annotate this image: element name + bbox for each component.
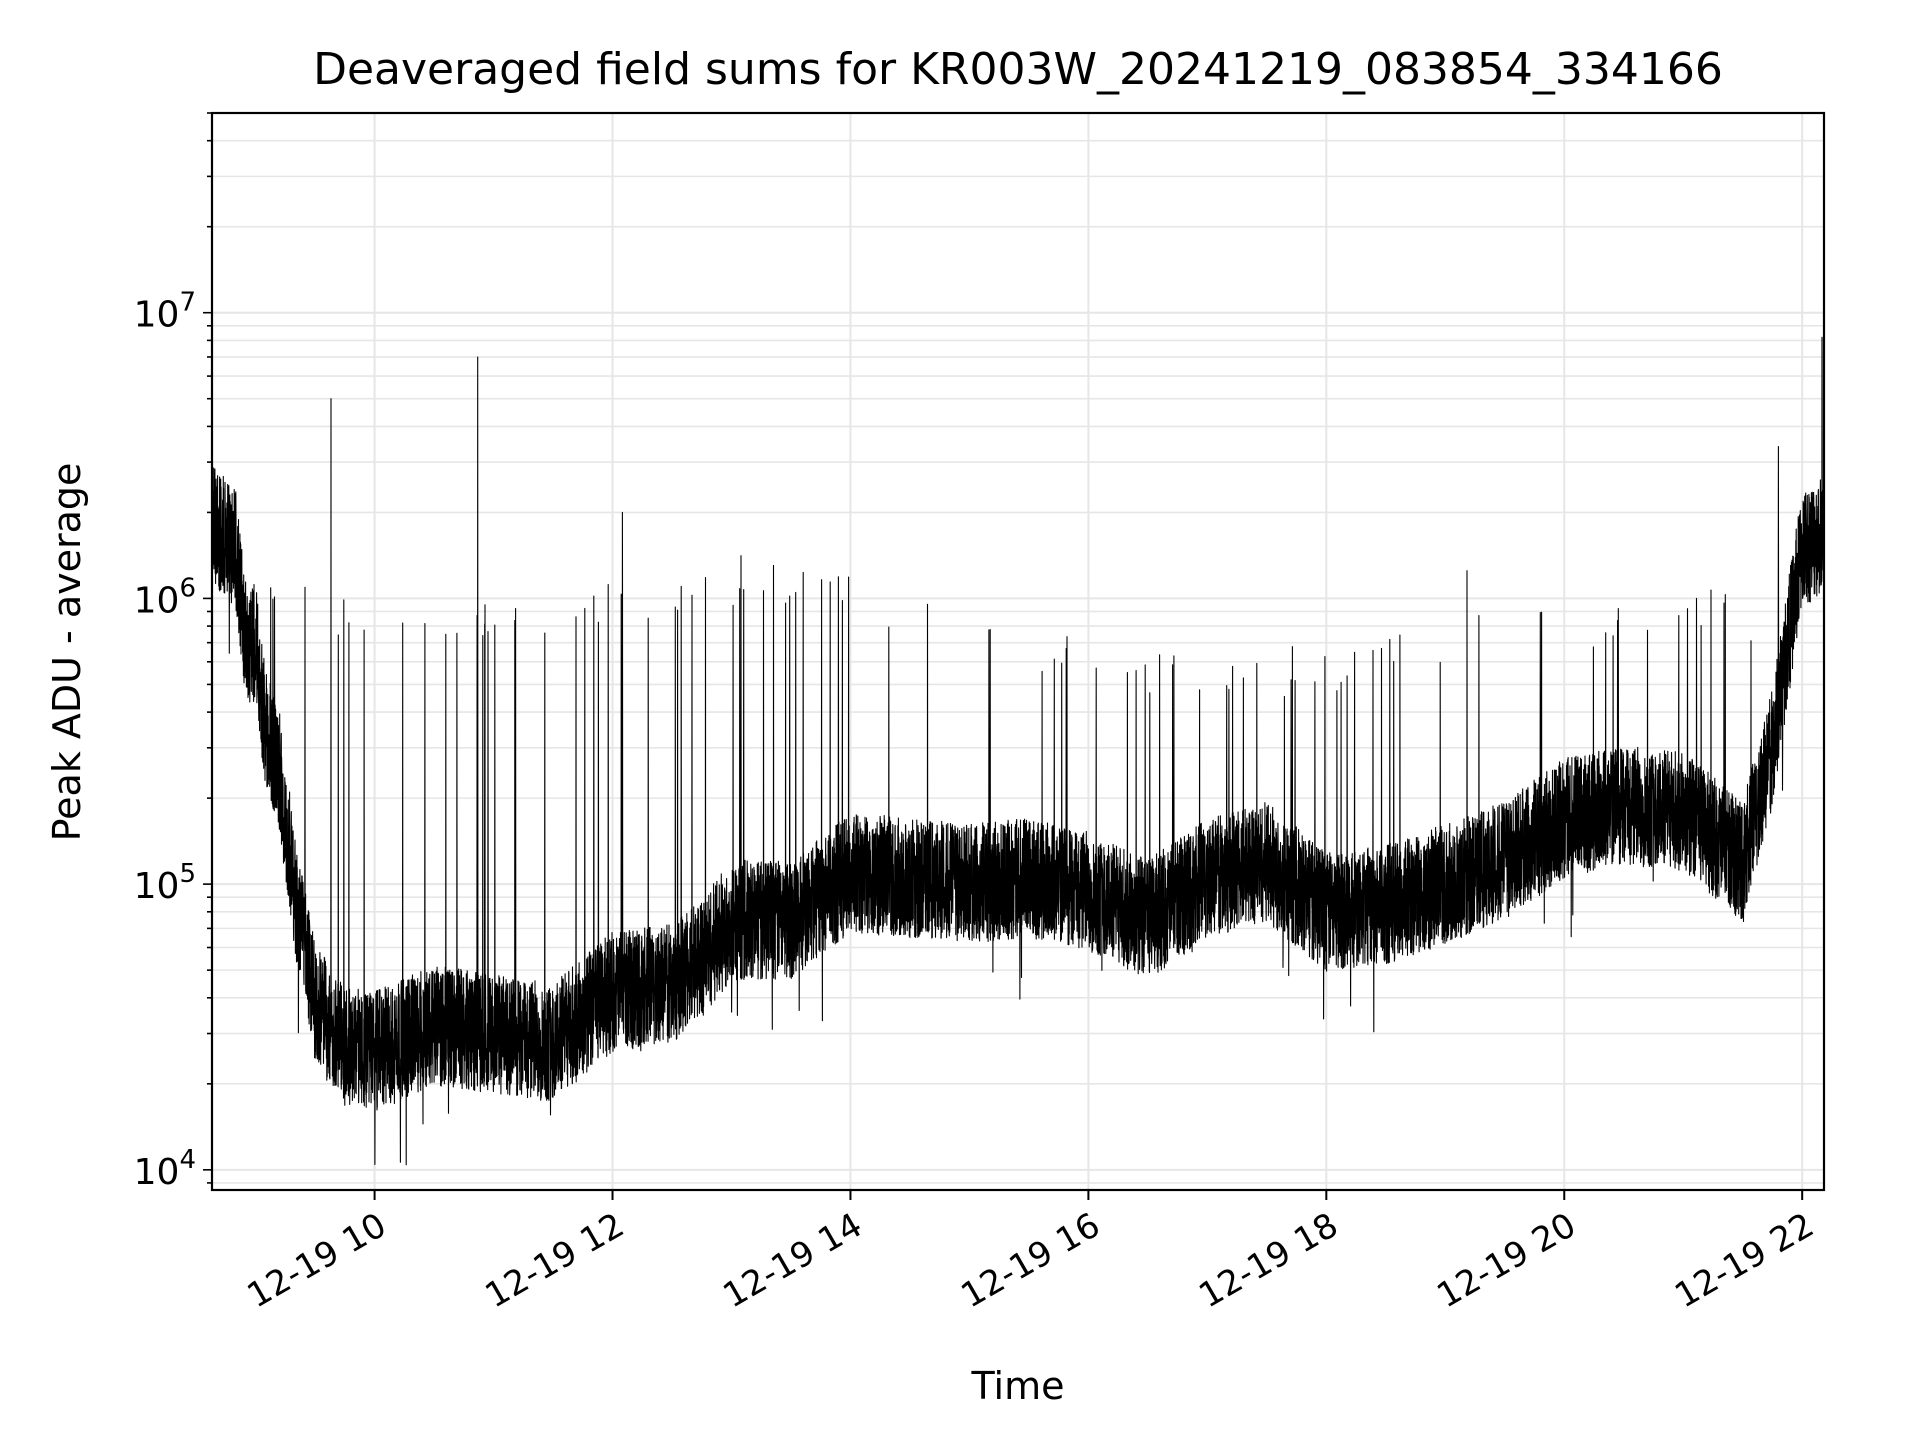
y-tick-label: 106 (134, 573, 196, 621)
y-axis-label: Peak ADU - average (45, 463, 89, 842)
y-tick-label: 104 (134, 1145, 196, 1193)
x-axis-label: Time (971, 1364, 1065, 1408)
data-series-line (211, 336, 1825, 1166)
plot-area (211, 336, 1825, 1166)
chart-title: Deaveraged field sums for KR003W_2024121… (313, 44, 1723, 95)
grid (212, 112, 1824, 1190)
y-tick-label: 105 (134, 859, 196, 907)
y-tick-label: 107 (134, 288, 196, 336)
axes-frame (210, 111, 1826, 1192)
